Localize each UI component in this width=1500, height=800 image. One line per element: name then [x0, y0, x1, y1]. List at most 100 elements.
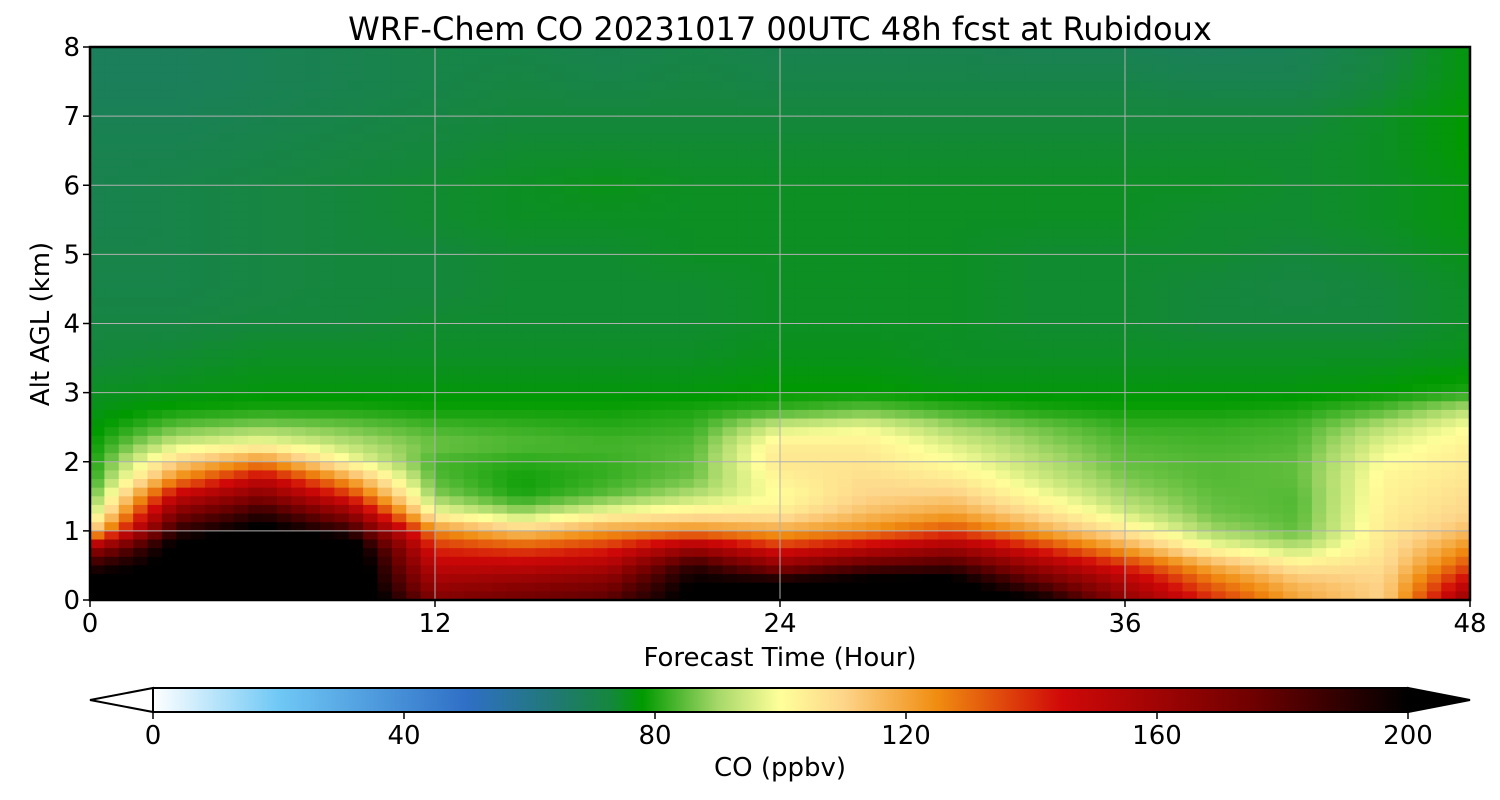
- heatmap-cell: [1340, 435, 1356, 446]
- heatmap-cell: [248, 470, 264, 480]
- heatmap-cell: [320, 254, 335, 264]
- heatmap-cell: [880, 202, 896, 212]
- heatmap-cell: [348, 263, 364, 273]
- heatmap-cell: [578, 202, 594, 212]
- heatmap-cell: [966, 461, 982, 471]
- heatmap-cell: [1383, 185, 1399, 195]
- heatmap-cell: [276, 211, 292, 221]
- heatmap-cell: [1340, 314, 1356, 325]
- heatmap-cell: [147, 323, 163, 333]
- heatmap-cell: [1355, 228, 1370, 238]
- heatmap-cell: [851, 47, 867, 57]
- heatmap-cell: [377, 401, 393, 411]
- heatmap-cell: [1441, 72, 1457, 83]
- heatmap-cell: [938, 375, 954, 385]
- heatmap-cell: [1268, 314, 1284, 325]
- heatmap-cell: [248, 332, 264, 342]
- heatmap-cell: [1297, 332, 1313, 342]
- heatmap-cell: [535, 176, 551, 186]
- heatmap-cell: [435, 332, 450, 342]
- heatmap-cell: [1211, 383, 1227, 394]
- heatmap-cell: [1398, 470, 1414, 480]
- heatmap-cell: [248, 219, 264, 230]
- heatmap-cell: [190, 90, 206, 100]
- heatmap-cell: [305, 375, 321, 385]
- heatmap-cell: [420, 55, 436, 65]
- heatmap-cell: [1326, 55, 1342, 65]
- heatmap-cell: [966, 124, 982, 135]
- heatmap-cell: [248, 185, 264, 195]
- heatmap-cell: [391, 479, 407, 489]
- heatmap-cell: [435, 409, 450, 420]
- heatmap-cell: [823, 418, 839, 428]
- heatmap-cell: [650, 193, 666, 204]
- heatmap-cell: [823, 211, 839, 221]
- heatmap-cell: [1441, 323, 1457, 333]
- heatmap-cell: [1283, 81, 1299, 91]
- heatmap-cell: [506, 124, 522, 135]
- heatmap-cell: [722, 323, 738, 333]
- heatmap-cell: [492, 349, 508, 359]
- heatmap-cell: [909, 47, 925, 57]
- heatmap-cell: [1010, 133, 1025, 143]
- heatmap-cell: [578, 245, 594, 255]
- heatmap-cell: [1110, 228, 1126, 238]
- heatmap-cell: [161, 133, 177, 143]
- heatmap-cell: [506, 383, 522, 394]
- heatmap-cell: [564, 479, 580, 489]
- heatmap-cell: [535, 202, 551, 212]
- heatmap-cell: [1139, 479, 1155, 489]
- heatmap-cell: [923, 211, 939, 221]
- heatmap-cell: [593, 124, 609, 135]
- heatmap-cell: [866, 47, 882, 57]
- heatmap-cell: [1067, 332, 1083, 342]
- heatmap-cell: [1240, 219, 1255, 230]
- heatmap-cell: [808, 314, 824, 325]
- heatmap-cell: [262, 107, 278, 117]
- heatmap-cell: [1412, 202, 1428, 212]
- heatmap-cell: [1311, 453, 1327, 463]
- heatmap-cell: [1268, 47, 1284, 57]
- heatmap-cell: [1383, 237, 1399, 247]
- heatmap-cell: [895, 375, 910, 385]
- heatmap-cell: [837, 366, 853, 376]
- heatmap-cell: [851, 340, 867, 351]
- heatmap-cell: [449, 306, 465, 316]
- heatmap-cell: [550, 72, 565, 83]
- heatmap-cell: [866, 401, 882, 411]
- heatmap-cell: [463, 383, 479, 394]
- heatmap-cell: [1139, 219, 1155, 230]
- heatmap-cell: [233, 167, 249, 178]
- heatmap-cell: [377, 228, 393, 238]
- heatmap-cell: [593, 193, 609, 204]
- heatmap-cell: [866, 55, 882, 65]
- heatmap-cell: [923, 55, 939, 65]
- heatmap-cell: [1311, 444, 1327, 454]
- heatmap-cell: [1096, 72, 1112, 83]
- heatmap-cell: [952, 55, 968, 65]
- heatmap-cell: [578, 418, 594, 428]
- heatmap-cell: [463, 159, 479, 169]
- heatmap-cell: [262, 193, 278, 204]
- heatmap-cell: [205, 237, 220, 247]
- heatmap-cell: [1038, 306, 1054, 316]
- heatmap-cell: [535, 435, 551, 446]
- heatmap-cell: [909, 124, 925, 135]
- heatmap-cell: [104, 47, 120, 57]
- heatmap-cell: [765, 90, 781, 100]
- heatmap-cell: [1153, 297, 1169, 307]
- heatmap-cell: [693, 314, 709, 325]
- heatmap-cell: [665, 55, 680, 65]
- heatmap-cell: [866, 444, 882, 454]
- heatmap-cell: [161, 193, 177, 204]
- heatmap-cell: [1053, 401, 1069, 411]
- heatmap-cell: [1441, 314, 1457, 325]
- heatmap-cell: [1398, 444, 1414, 454]
- heatmap-cell: [1096, 81, 1112, 91]
- heatmap-cell: [1081, 366, 1097, 376]
- heatmap-cell: [1326, 358, 1342, 368]
- heatmap-cell: [1168, 444, 1184, 454]
- heatmap-cell: [621, 193, 637, 204]
- heatmap-cell: [909, 453, 925, 463]
- heatmap-cell: [521, 228, 537, 238]
